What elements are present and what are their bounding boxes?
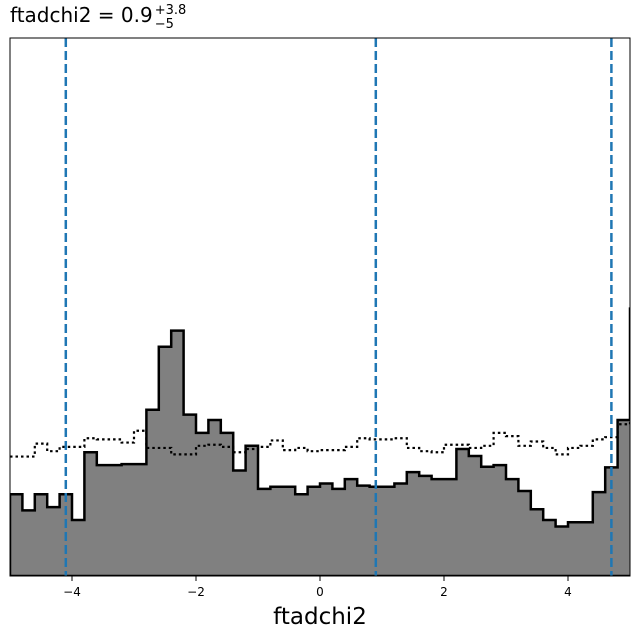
- x-axis: −4 −2 0 2 4: [63, 576, 572, 599]
- series-layer: [10, 307, 630, 576]
- chart-title: ftadchi2 = 0.9: [10, 3, 153, 27]
- x-tick-label: 0: [316, 585, 324, 599]
- vline-layer: [64, 38, 613, 576]
- histogram-filled-series: [10, 307, 630, 576]
- chart-title-prefix: ftadchi2 = 0.9: [10, 3, 153, 27]
- histogram-dotted-series: [10, 422, 630, 458]
- chart-title-lower-error: −5: [155, 17, 174, 32]
- x-tick-label: 2: [440, 585, 448, 599]
- x-axis-label: ftadchi2: [273, 604, 367, 630]
- x-tick-label: 4: [564, 585, 572, 599]
- x-tick-label: −4: [63, 585, 81, 599]
- x-tick-label: −2: [187, 585, 205, 599]
- chart-title-upper-error: +3.8: [155, 3, 187, 18]
